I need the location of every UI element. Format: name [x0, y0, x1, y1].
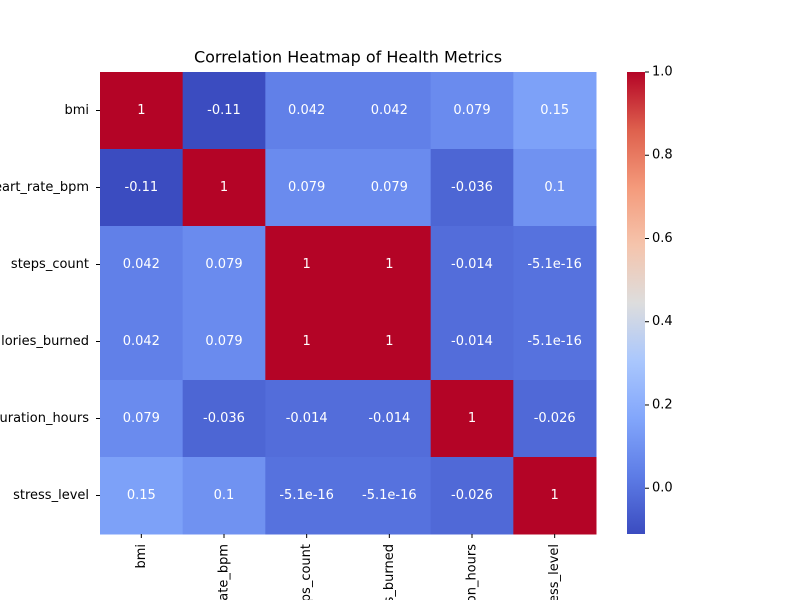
- cell-label: -0.026: [534, 411, 576, 426]
- heatmap-cell: [348, 72, 432, 150]
- cell-label: 0.042: [288, 103, 325, 118]
- cell-label: -0.11: [125, 180, 159, 195]
- x-tick-label: bmi: [134, 544, 149, 569]
- colorbar: [627, 72, 645, 534]
- heatmap-cell: [430, 149, 514, 227]
- heatmap-cell: [182, 380, 266, 458]
- cell-label: -0.11: [207, 103, 241, 118]
- heatmap-cell: [100, 149, 184, 227]
- heatmap-cell: [513, 303, 597, 381]
- cell-label: 1: [468, 411, 476, 426]
- colorbar-tick-label: 0.2: [652, 397, 673, 412]
- cell-label: 0.079: [205, 257, 242, 272]
- cell-label: -0.014: [451, 257, 493, 272]
- heatmap-cell: [348, 149, 432, 227]
- heatmap-cell: [430, 457, 514, 535]
- cell-label: 1: [303, 334, 311, 349]
- cell-label: 1: [220, 180, 228, 195]
- heatmap-cell: [265, 303, 349, 381]
- heatmap-cell: [100, 457, 184, 535]
- heatmap-cell: [513, 457, 597, 535]
- colorbar-tick-label: 0.0: [652, 481, 673, 496]
- cell-label: 1: [385, 334, 393, 349]
- cell-label: 1: [303, 257, 311, 272]
- cell-label: 0.079: [288, 180, 325, 195]
- heatmap-cell: [182, 226, 266, 304]
- chart-title: Correlation Heatmap of Health Metrics: [194, 48, 502, 67]
- cell-label: -5.1e-16: [527, 334, 582, 349]
- cell-label: 0.042: [123, 257, 160, 272]
- cell-label: 1: [385, 257, 393, 272]
- heatmap-cell: [430, 226, 514, 304]
- heatmap-cell: [513, 380, 597, 458]
- heatmap-cell: [182, 72, 266, 150]
- heatmap-cell: [265, 72, 349, 150]
- cell-label: 1: [137, 103, 145, 118]
- cell-label: -0.014: [368, 411, 410, 426]
- heatmap-cell: [348, 380, 432, 458]
- cell-label: 0.15: [127, 488, 156, 503]
- heatmap-cell: [182, 149, 266, 227]
- colorbar-tick-label: 1.0: [652, 65, 673, 80]
- colorbar-tick-label: 0.4: [652, 314, 673, 329]
- heatmap-cell: [430, 380, 514, 458]
- x-tick-label: stress_level: [547, 544, 562, 600]
- heatmap-cell: [265, 457, 349, 535]
- heatmap-cell: [100, 226, 184, 304]
- y-tick-label: heart_rate_bpm: [0, 180, 89, 195]
- heatmap-cell: [513, 226, 597, 304]
- cell-label: 0.079: [453, 103, 490, 118]
- colorbar-tick-label: 0.6: [652, 231, 673, 246]
- heatmap-cell: [513, 149, 597, 227]
- cell-label: -0.026: [451, 488, 493, 503]
- cell-label: 0.079: [371, 180, 408, 195]
- cell-label: 0.1: [544, 180, 565, 195]
- x-tick-label: heart_rate_bpm: [217, 544, 232, 600]
- y-tick-label: steps_count: [11, 257, 89, 272]
- heatmap-cell: [182, 303, 266, 381]
- x-tick-label: steps_count: [299, 544, 314, 600]
- cell-label: 0.042: [371, 103, 408, 118]
- cell-label: 0.079: [205, 334, 242, 349]
- cell-label: 0.042: [123, 334, 160, 349]
- cell-label: -5.1e-16: [527, 257, 582, 272]
- heatmap-cell: [265, 380, 349, 458]
- y-tick-label: calories_burned: [0, 334, 89, 349]
- cell-label: -0.014: [451, 334, 493, 349]
- heatmap-cell: [430, 72, 514, 150]
- cell-label: 1: [551, 488, 559, 503]
- heatmap-cell: [348, 226, 432, 304]
- x-tick-label: calories_burned: [382, 544, 397, 600]
- cell-label: -0.036: [203, 411, 245, 426]
- heatmap-cell: [430, 303, 514, 381]
- heatmap-cell: [265, 226, 349, 304]
- heatmap-cell: [100, 303, 184, 381]
- colorbar-tick-label: 0.8: [652, 148, 673, 163]
- heatmap-cell: [348, 303, 432, 381]
- heatmap-cell: [265, 149, 349, 227]
- cell-label: -0.036: [451, 180, 493, 195]
- cell-label: 0.079: [123, 411, 160, 426]
- heatmap-cell: [348, 457, 432, 535]
- heatmap-cell: [100, 72, 184, 150]
- cell-label: 0.15: [540, 103, 569, 118]
- cell-label: 0.1: [214, 488, 235, 503]
- y-tick-label: bmi: [64, 103, 89, 118]
- heatmap-cell: [182, 457, 266, 535]
- cell-label: -5.1e-16: [279, 488, 334, 503]
- heatmap-cell: [100, 380, 184, 458]
- y-tick-label: stress_level: [13, 488, 89, 503]
- cell-label: -0.014: [286, 411, 328, 426]
- cell-label: -5.1e-16: [362, 488, 417, 503]
- heatmap-cell: [513, 72, 597, 150]
